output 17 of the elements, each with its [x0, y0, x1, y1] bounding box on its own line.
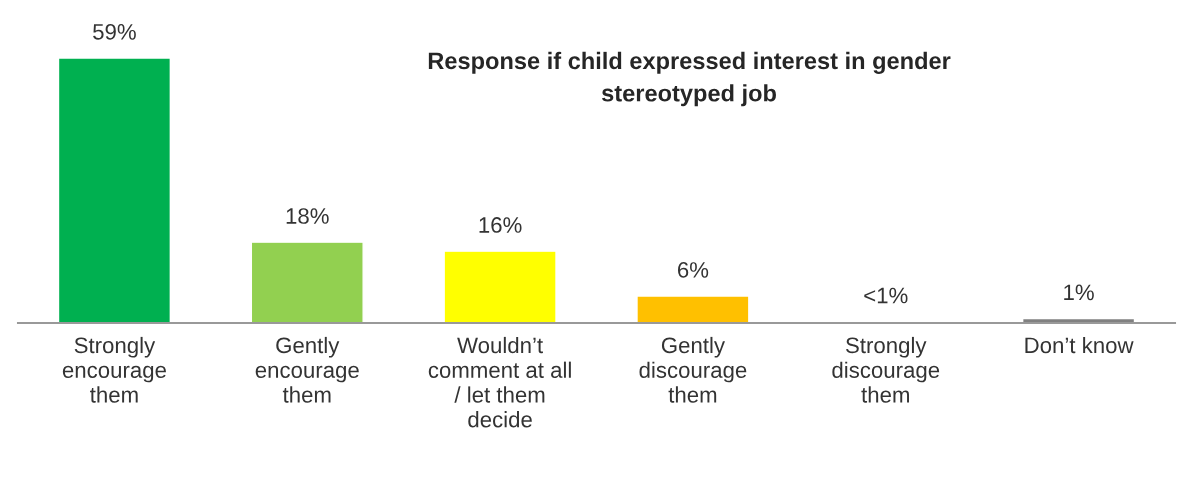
data-label: 1%	[1064, 284, 1094, 301]
bar	[636, 295, 750, 323]
data-label: 59%	[93, 23, 136, 40]
x-tick-label: Gently encourage them	[255, 336, 359, 403]
data-label: 18%	[286, 208, 329, 224]
x-tick-label: Gently discourage them	[639, 336, 747, 403]
bar	[57, 58, 172, 323]
chart-title: Response if child expressed interest in gender stereotyped job	[428, 51, 951, 107]
data-label: <1%	[864, 287, 908, 304]
bar	[250, 241, 364, 323]
bar	[443, 250, 557, 323]
x-tick-label: Strongly discourage them	[832, 336, 940, 403]
x-tick-label: Strongly encourage them	[62, 336, 166, 403]
data-label: 6%	[677, 262, 709, 278]
data-label: 16%	[479, 217, 522, 233]
x-tick-label: Don’t know	[1025, 336, 1134, 354]
x-tick-label: Wouldn’t comment at all / let them decide	[428, 336, 571, 428]
